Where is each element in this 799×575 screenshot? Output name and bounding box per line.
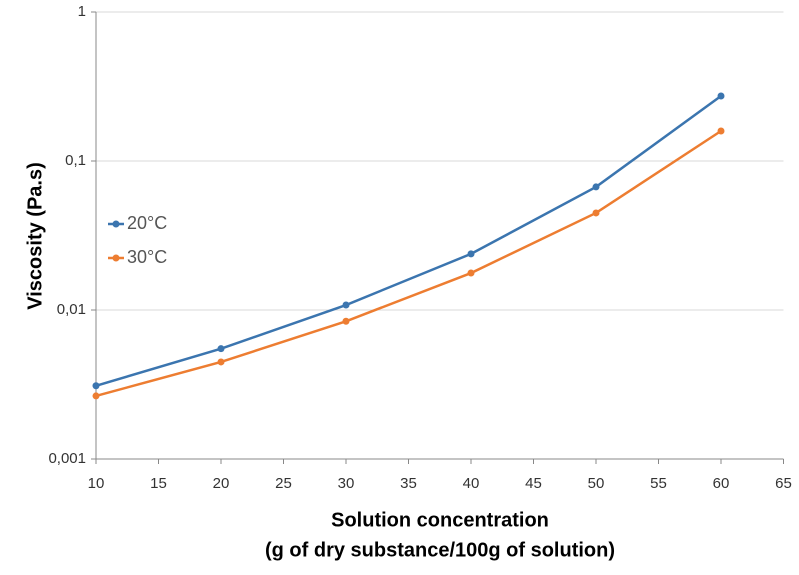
x-tick-label: 65 [775, 475, 792, 492]
x-tick-label: 25 [275, 475, 292, 492]
x-tick-label: 10 [88, 475, 105, 492]
x-tick-label: 15 [150, 475, 167, 492]
series-line [95, 129, 722, 398]
point [592, 209, 600, 217]
point [342, 317, 350, 325]
y-tick-label: 0,1 [65, 152, 86, 169]
x-tick-label: 20 [213, 475, 230, 492]
y-tick-label: 0,001 [48, 450, 86, 467]
x-tick-label: 55 [650, 475, 667, 492]
point [717, 127, 725, 135]
point [592, 183, 600, 191]
x-axis-title: Solution concentration [331, 509, 549, 531]
x-tick-label: 35 [400, 475, 417, 492]
point [92, 382, 100, 390]
x-tick-label: 40 [463, 475, 480, 492]
legend-label: 20°C [127, 213, 167, 233]
x-tick-label: 50 [588, 475, 605, 492]
point [92, 392, 100, 400]
legend-label: 30°C [127, 247, 167, 267]
point [217, 358, 225, 366]
x-axis-subtitle: (g of dry substance/100g of solution) [265, 539, 615, 561]
x-tick-label: 30 [338, 475, 355, 492]
y-axis-title: Viscosity (Pa.s) [24, 162, 46, 309]
series-line [95, 95, 722, 387]
point [217, 345, 225, 353]
point [717, 92, 725, 100]
point [342, 301, 350, 309]
x-tick-label: 45 [525, 475, 542, 492]
y-tick-label: 0,01 [57, 301, 86, 318]
point [467, 250, 475, 258]
point [467, 269, 475, 277]
x-tick-label: 60 [713, 475, 730, 492]
legend-marker [112, 254, 120, 262]
legend-marker [112, 220, 120, 228]
y-tick-label: 1 [78, 3, 86, 20]
